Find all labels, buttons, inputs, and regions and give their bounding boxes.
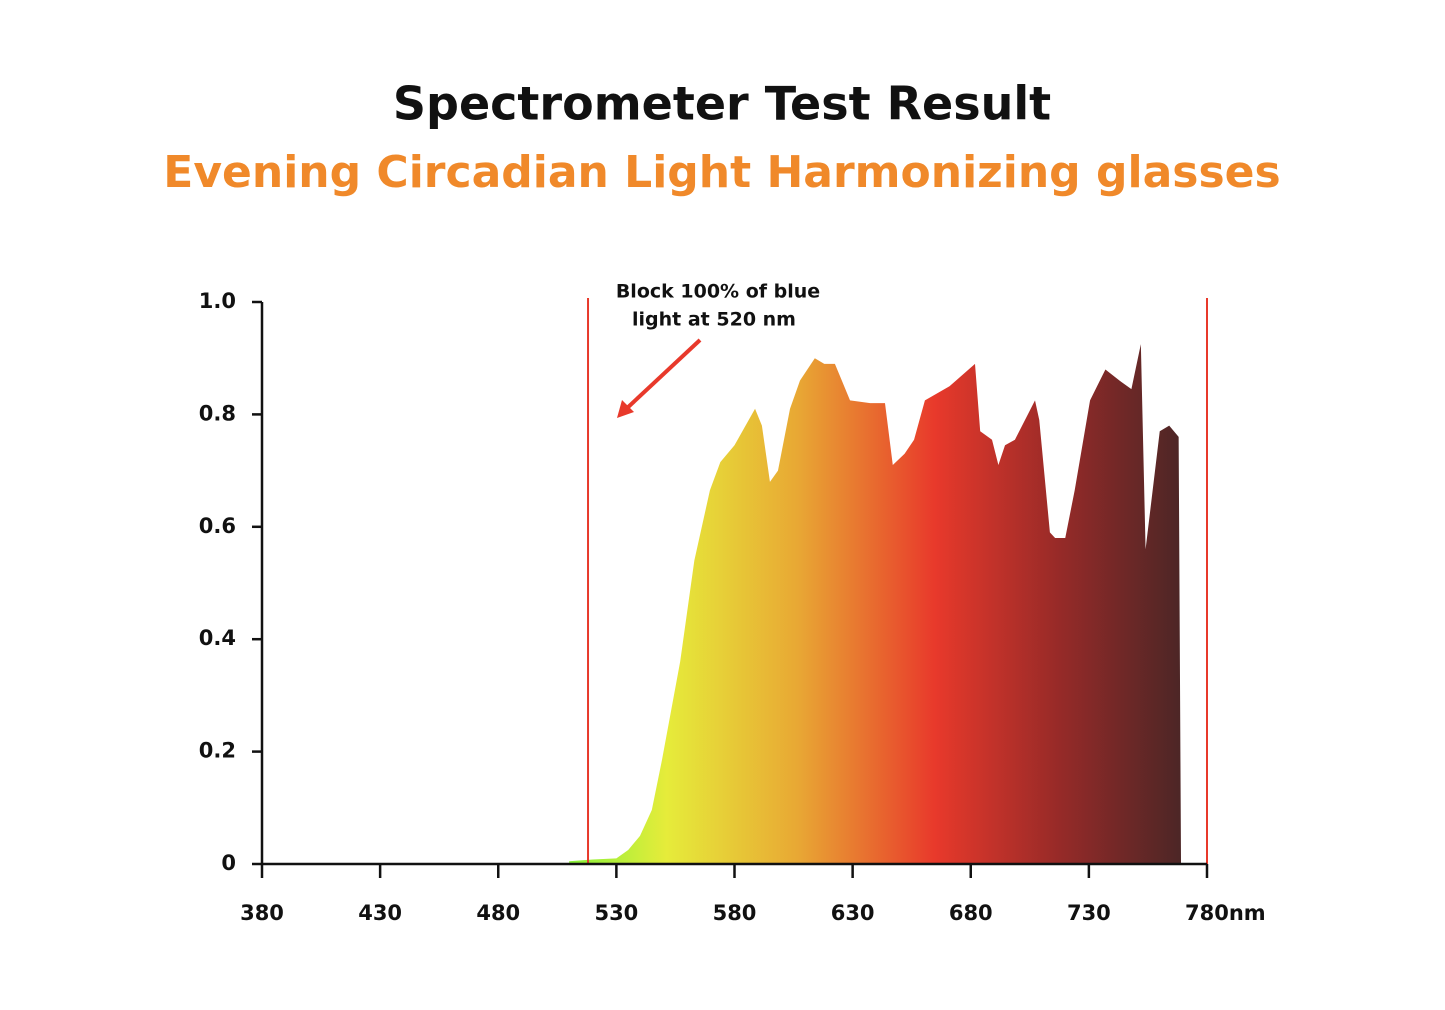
x-tick-label: 730 [1067, 901, 1111, 925]
x-tick-label: 480 [476, 901, 520, 925]
chart-subtitle: Evening Circadian Light Harmonizing glas… [163, 147, 1280, 198]
x-tick-label: 680 [949, 901, 993, 925]
y-tick-label: 0.2 [199, 739, 236, 763]
x-tick-label: 380 [240, 901, 284, 925]
x-tick-label: 630 [831, 901, 875, 925]
spectrum-area [569, 344, 1182, 864]
annotation: Block 100% of blue [616, 281, 820, 303]
chart-title: Spectrometer Test Result [393, 77, 1051, 131]
arrow-head [617, 400, 634, 418]
annotation: light at 520 nm [632, 309, 796, 331]
y-tick-label: 0.6 [199, 514, 236, 538]
annotation-arrow [623, 338, 702, 412]
x-tick-label: 530 [594, 901, 638, 925]
plot: 0 0.2 0.4 0.6 0.8 1.0 380 430 480 530 580 630 680 730… [199, 289, 1266, 925]
y-tick-label: 0.8 [199, 401, 236, 425]
x-tick-label: 580 [713, 901, 757, 925]
y-tick-label: 1.0 [199, 289, 236, 313]
y-tick-label: 0.4 [199, 626, 236, 650]
x-tick-label: 780nm [1185, 901, 1266, 925]
y-tick-label: 0 [221, 851, 236, 875]
x-tick-label: 430 [358, 901, 402, 925]
